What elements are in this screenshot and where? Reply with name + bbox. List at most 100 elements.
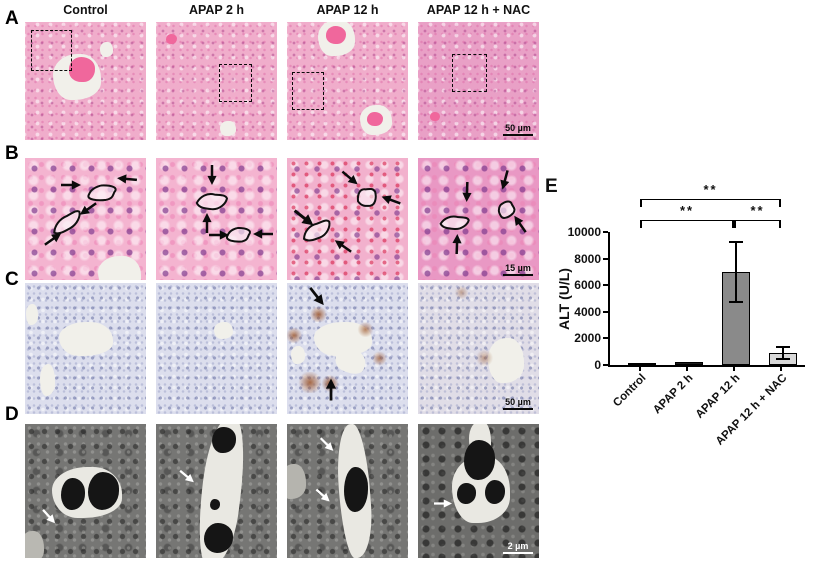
errcap: [729, 300, 743, 303]
sigend: [640, 199, 642, 207]
scale-bar-line: [503, 133, 533, 136]
panel-d-label: D: [5, 404, 19, 425]
micrograph-b4-apap12h-nac: 15 µm: [418, 158, 539, 280]
red-blood-cell: [204, 523, 234, 553]
micrograph-c1-control: [25, 283, 146, 414]
column-header-apap12h: APAP 12 h: [316, 3, 379, 17]
arrow-icon: [325, 378, 336, 401]
panel-c-label: C: [5, 269, 19, 290]
bar: [628, 363, 656, 365]
sigend: [779, 199, 781, 207]
vessel: [488, 338, 525, 383]
blood-in-vessel: [366, 111, 383, 126]
red-blood-cell: [61, 477, 86, 510]
red-blood-cell: [484, 480, 506, 505]
micrograph-a3-apap12h: [287, 22, 408, 140]
dab-stain: [454, 285, 469, 299]
bar: [675, 362, 703, 365]
column-header-control: Control: [63, 3, 108, 17]
micrograph-a1-control: [25, 22, 146, 140]
arrow-icon: [461, 182, 472, 203]
arrow-icon: [202, 212, 212, 233]
sinusoid-outline: [493, 195, 520, 224]
blood-spot: [430, 111, 440, 122]
sinusoid-outline: [48, 205, 87, 241]
red-blood-cell: [456, 482, 477, 505]
arrow-icon: [207, 165, 217, 186]
arrow-icon: [252, 229, 273, 239]
xtick: [686, 367, 688, 371]
arrow-icon: [452, 233, 463, 254]
scale-bar-label: 2 µm: [507, 540, 529, 551]
vessel: [214, 322, 234, 340]
micrograph-d1-control: [25, 424, 146, 558]
arrow-icon: [77, 200, 99, 220]
sinusoid-outline: [298, 214, 337, 249]
dab-stain: [476, 348, 494, 367]
ytlab: 8000: [574, 251, 601, 266]
micrograph-a4-apap12h-nac: 50 µm: [418, 22, 539, 140]
errline: [782, 347, 784, 359]
blood-in-vein: [68, 57, 96, 83]
errcap: [776, 357, 790, 360]
siglab: **: [703, 182, 718, 197]
micrograph-b1-control: [25, 158, 146, 280]
arrow-icon: [39, 507, 58, 526]
ytick: [603, 364, 608, 366]
xtick: [733, 367, 735, 371]
arrow-icon: [177, 468, 197, 486]
dab-stain: [371, 351, 388, 366]
arrow-icon: [61, 180, 82, 190]
dab-stain: [287, 327, 303, 344]
ytlab: 0: [594, 358, 601, 372]
errcap: [776, 346, 790, 349]
arrow-icon: [291, 206, 317, 230]
xtick: [639, 367, 641, 371]
red-blood-cell: [87, 472, 120, 510]
ytick: [603, 284, 608, 287]
micrograph-c2-apap2h: [156, 283, 277, 414]
xlab: APAP 2 h: [651, 372, 696, 417]
ytick: [603, 231, 608, 233]
dab-stain: [357, 322, 375, 337]
arrow-icon: [116, 173, 138, 185]
micrograph-d2-apap2h: [156, 424, 277, 558]
ytick: [603, 310, 608, 313]
scale-bar: 50 µm: [503, 396, 533, 410]
scale-bar: 50 µm: [503, 122, 533, 136]
inset-dashed-box: [218, 64, 253, 102]
scale-bar-label: 50 µm: [505, 122, 531, 133]
scale-bar-line: [503, 407, 533, 410]
blood-spot: [165, 33, 177, 45]
dab-stain: [308, 306, 329, 323]
ytick: [603, 257, 608, 260]
panel-b-label: B: [5, 143, 19, 164]
micrograph-b2-apap2h: [156, 158, 277, 280]
micrograph-b3-apap12h: [287, 158, 408, 280]
bar: [722, 271, 750, 365]
tissue-gap: [25, 531, 45, 558]
xtick: [780, 367, 782, 371]
sigend: [779, 220, 781, 228]
scale-bar-label: 50 µm: [505, 396, 531, 407]
vessel: [290, 345, 306, 365]
micrograph-a2-apap2h: [156, 22, 277, 140]
arrow-icon: [209, 230, 230, 240]
siglab: **: [750, 203, 765, 218]
sinusoid-outline: [438, 213, 471, 233]
ytick: [603, 337, 608, 340]
sinusoid-outline: [194, 189, 230, 213]
blood-in-vessel: [325, 25, 347, 45]
arrow-icon: [42, 229, 64, 249]
small-vessel: [100, 42, 114, 58]
xlab: APAP 12 h + NAC: [713, 372, 790, 448]
sinusoid-outline: [352, 181, 382, 212]
scale-bar-label: 15 µm: [505, 262, 531, 273]
red-blood-cell: [463, 440, 496, 481]
errcap: [729, 240, 743, 243]
arrow-icon: [313, 486, 332, 505]
micrograph-c4-apap12h-nac: 50 µm: [418, 283, 539, 414]
scale-bar-line: [503, 551, 533, 554]
micrograph-d3-apap12h: [287, 424, 408, 558]
